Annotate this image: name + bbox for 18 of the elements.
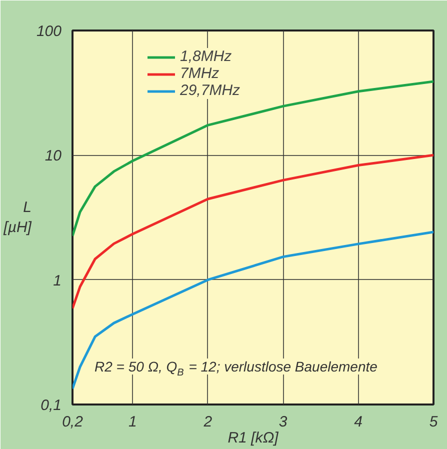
x-axis-title: R1 [kΩ] bbox=[228, 430, 280, 446]
y-tick-label: 100 bbox=[36, 23, 62, 40]
x-tick-label: 5 bbox=[429, 414, 438, 430]
legend-label: 1,8MHz bbox=[180, 48, 232, 65]
legend-label: 7MHz bbox=[180, 65, 220, 82]
y-axis-title: L [µH] bbox=[2, 198, 32, 236]
x-tick-label: 4 bbox=[354, 414, 362, 430]
x-tick-label: 2 bbox=[202, 414, 213, 430]
y-tick-label: 10 bbox=[44, 148, 62, 165]
x-tick-label: 0,2 bbox=[62, 414, 84, 430]
y-tick-label: 1 bbox=[53, 272, 62, 290]
line-series bbox=[72, 154, 434, 310]
x-tick-label: 3 bbox=[278, 414, 288, 430]
line-series bbox=[72, 230, 434, 390]
legend-label: 29,7MHz bbox=[180, 82, 240, 99]
y-tick-label: 0,1 bbox=[40, 397, 62, 414]
line-series bbox=[72, 80, 434, 238]
x-tick-label: 1 bbox=[128, 414, 137, 430]
